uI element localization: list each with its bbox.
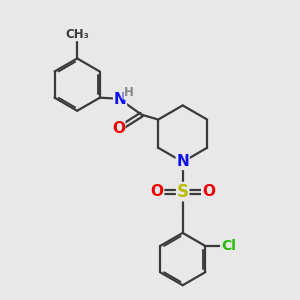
Text: O: O [112, 121, 125, 136]
Text: S: S [177, 183, 189, 201]
Text: N: N [176, 154, 189, 169]
Text: N: N [114, 92, 126, 107]
Text: O: O [151, 184, 164, 199]
Text: O: O [202, 184, 215, 199]
Text: H: H [124, 86, 134, 99]
Text: CH₃: CH₃ [65, 28, 89, 40]
Text: Cl: Cl [221, 239, 236, 253]
